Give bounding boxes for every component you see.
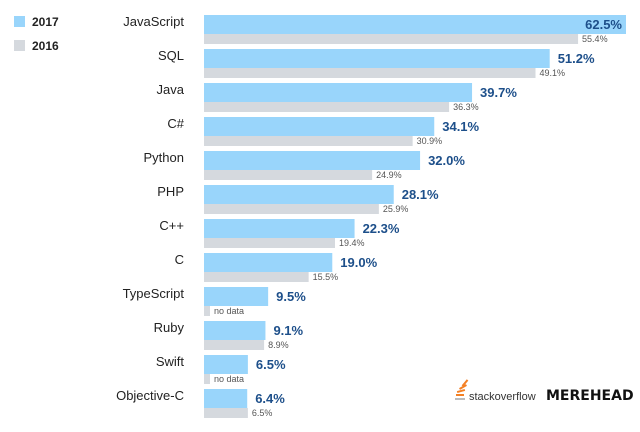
legend-swatch-2017: [14, 16, 25, 27]
bar-2016: [204, 238, 335, 248]
value-label-2017: 34.1%: [442, 119, 479, 134]
bar-2017: [204, 151, 421, 170]
category-label: TypeScript: [123, 286, 185, 301]
value-label-2017: 39.7%: [480, 85, 517, 100]
value-label-2017: 6.5%: [256, 357, 286, 372]
bar-2016: [204, 374, 210, 384]
bar-2016: [204, 272, 309, 282]
category-label: JavaScript: [123, 14, 184, 29]
bar-2017: [204, 49, 550, 68]
value-label-2016: 19.4%: [339, 238, 365, 248]
category-label: Python: [144, 150, 184, 165]
category-labels: JavaScript SQL Java C# Python PHP C++ C TypeScri…: [116, 14, 185, 403]
value-label-2017: 32.0%: [428, 153, 465, 168]
bar-2016: [204, 170, 373, 180]
value-label-2017: 9.5%: [276, 289, 306, 304]
value-label-2016: 36.3%: [453, 102, 479, 112]
bar-2016: [204, 68, 536, 78]
legend-label-2016: 2016: [32, 39, 59, 53]
category-label: Ruby: [154, 320, 185, 335]
value-label-2016: 24.9%: [376, 170, 402, 180]
merehead-logo: MEREHEAD: [546, 388, 634, 404]
bar-2017: [204, 321, 266, 340]
category-label: C++: [159, 218, 184, 233]
legend-swatch-2016: [14, 40, 25, 51]
value-label-2017: 62.5%: [585, 17, 622, 32]
bars: [204, 15, 626, 418]
bar-2017: [204, 355, 248, 374]
category-label: Objective-C: [116, 388, 184, 403]
bar-2017: [204, 117, 435, 136]
value-label-2016: 55.4%: [582, 34, 608, 44]
value-label-2017: 19.0%: [340, 255, 377, 270]
bar-2017: [204, 185, 394, 204]
merehead-wordmark: MEREHEAD: [546, 388, 634, 404]
bar-2017: [204, 287, 269, 306]
stackoverflow-icon: [455, 379, 469, 400]
bar-2016: [204, 204, 379, 214]
value-label-2016: 15.5%: [313, 272, 339, 282]
value-label-2017: 22.3%: [363, 221, 400, 236]
bar-2016: [204, 306, 210, 316]
bar-2017: [204, 389, 248, 408]
value-label-2016: no data: [214, 374, 244, 384]
bar-2016: [204, 102, 450, 112]
legend-label-2017: 2017: [32, 15, 59, 29]
value-label-2017: 6.4%: [255, 391, 285, 406]
bar-2017: [204, 219, 355, 238]
value-label-2016: 49.1%: [540, 68, 566, 78]
bar-2017: [204, 253, 333, 272]
stackoverflow-logo: stackoverflow: [455, 379, 536, 403]
value-label-2017: 9.1%: [273, 323, 303, 338]
value-label-2016: 30.9%: [417, 136, 443, 146]
value-label-2016: 25.9%: [383, 204, 409, 214]
bar-2017: [204, 15, 626, 34]
category-label: C#: [167, 116, 184, 131]
category-label: Java: [157, 82, 185, 97]
category-label: PHP: [157, 184, 184, 199]
value-label-2017: 51.2%: [558, 51, 595, 66]
category-label: C: [175, 252, 184, 267]
value-label-2016: 6.5%: [252, 408, 273, 418]
value-labels: 62.5% 55.4% 51.2% 49.1% 39.7%36.3% 34.1% 30.9%…: [214, 17, 622, 418]
bar-2016: [204, 136, 413, 146]
bar-2016: [204, 34, 579, 44]
category-label: Swift: [156, 354, 185, 369]
value-label-2016: no data: [214, 306, 244, 316]
bar-2016: [204, 408, 248, 418]
bar-2017: [204, 83, 473, 102]
category-label: SQL: [158, 48, 184, 63]
value-label-2017: 28.1%: [402, 187, 439, 202]
legend: 2017 2016: [14, 15, 59, 53]
bar-2016: [204, 340, 265, 350]
stackoverflow-wordmark: stackoverflow: [469, 391, 536, 403]
value-label-2016: 8.9%: [268, 340, 289, 350]
